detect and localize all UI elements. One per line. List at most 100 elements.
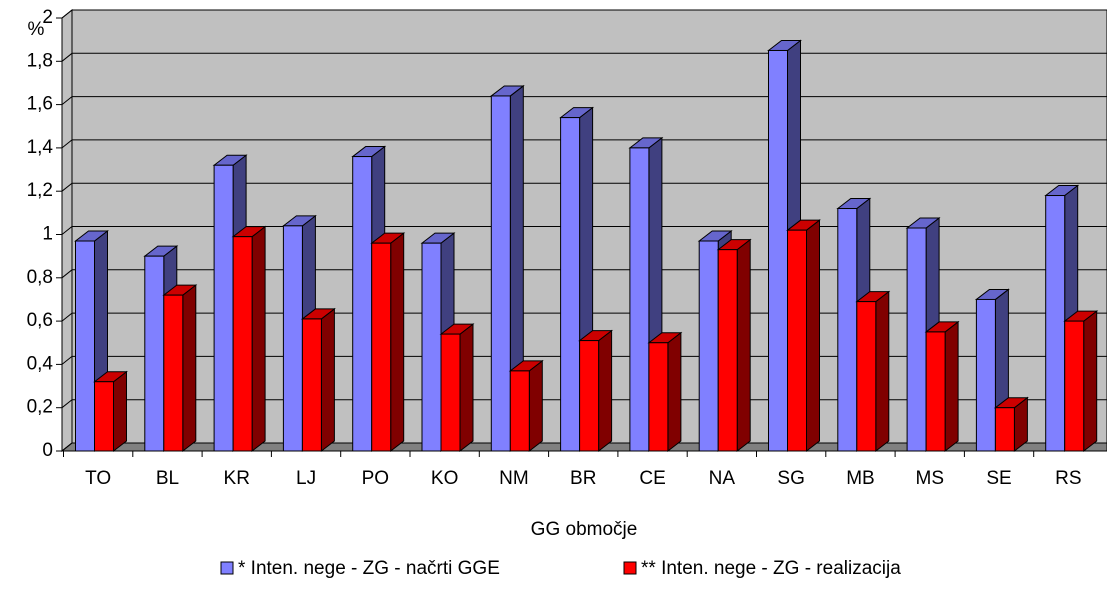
legend-swatch <box>623 561 637 575</box>
bar <box>162 284 198 453</box>
bar-front <box>560 117 581 452</box>
bar-front <box>629 147 650 452</box>
bar-side <box>944 320 959 453</box>
x-tick-label: BL <box>156 468 179 489</box>
bar <box>300 307 336 453</box>
grid-line <box>61 52 1107 62</box>
x-tick-label: NM <box>499 468 529 489</box>
bar-front <box>421 242 442 452</box>
bar <box>716 238 752 453</box>
bar-front <box>509 370 530 452</box>
bar-front <box>698 240 719 452</box>
bar-side <box>320 307 335 453</box>
grid-line <box>61 269 1107 279</box>
bar <box>578 329 614 453</box>
x-tick-label: BR <box>570 468 596 489</box>
bar-front <box>144 255 165 452</box>
bar-front <box>75 240 95 452</box>
y-tick-label: 1,8 <box>27 50 53 71</box>
bar <box>370 232 406 453</box>
grid-line <box>61 9 1107 19</box>
bar-front <box>925 331 946 452</box>
grid-line <box>61 399 1107 409</box>
y-tick-label: 1,6 <box>27 94 53 115</box>
y-tick-label: 1,4 <box>27 137 54 158</box>
bar-front <box>371 242 392 452</box>
y-tick-label: 0 <box>42 440 53 461</box>
bar-side <box>1083 310 1098 453</box>
bar-front <box>994 407 1015 452</box>
bar-front <box>975 298 996 452</box>
bar-front <box>301 318 322 452</box>
bar-front <box>490 95 511 452</box>
bar <box>786 219 821 453</box>
grid-line <box>61 96 1107 105</box>
x-axis-title: GG območje <box>531 519 638 540</box>
y-tick-label: 1 <box>42 224 53 245</box>
bar-front <box>94 381 114 452</box>
bar <box>489 84 525 453</box>
legend-swatch <box>220 561 234 575</box>
bar <box>628 136 664 453</box>
bar-side <box>182 284 197 453</box>
bar-front <box>440 333 461 452</box>
bar-front <box>163 294 184 452</box>
x-tick-label: RS <box>1055 468 1081 489</box>
bar-side <box>736 238 751 453</box>
bar <box>1063 310 1099 453</box>
x-tick-label: LJ <box>296 468 316 489</box>
bar <box>439 323 475 453</box>
y-tick-label: 2 <box>42 7 53 28</box>
bar-front <box>282 225 303 452</box>
bar-front <box>787 229 807 452</box>
bar-front <box>648 342 669 452</box>
x-tick-label: MS <box>916 468 945 489</box>
x-tick-label: SE <box>986 468 1011 489</box>
bar-front <box>1064 320 1085 452</box>
y-tick-label: 1,2 <box>27 180 53 201</box>
bar-side <box>528 359 543 453</box>
bar-front <box>856 301 877 452</box>
x-tick-label: PO <box>362 468 389 489</box>
bar-side <box>390 232 405 453</box>
x-tick-label: KO <box>431 468 458 489</box>
bar <box>924 320 960 453</box>
y-tick-label: 0,6 <box>27 310 53 331</box>
x-tick-label: CE <box>639 468 665 489</box>
x-tick-label: TO <box>85 468 111 489</box>
x-tick-label: KR <box>224 468 250 489</box>
bar <box>74 229 109 453</box>
bar-side <box>875 290 890 453</box>
bar-side <box>667 331 682 453</box>
bar-front <box>906 227 927 452</box>
x-tick-label: MB <box>846 468 875 489</box>
bar-side <box>459 323 474 453</box>
grid-line <box>61 442 1107 452</box>
bar-front <box>837 208 858 452</box>
bar-front <box>717 249 738 452</box>
bar-front <box>232 236 253 452</box>
bar-side <box>113 370 127 453</box>
bar-front <box>579 340 600 452</box>
bar <box>855 290 891 453</box>
bar <box>93 370 128 453</box>
grid-line <box>61 139 1107 149</box>
bar-front <box>352 156 373 452</box>
x-tick-label: NA <box>709 468 736 489</box>
bar-side <box>806 219 820 453</box>
grid-line <box>61 355 1107 365</box>
bar-front <box>1045 195 1066 452</box>
bar-side <box>598 329 613 453</box>
grid-line <box>61 182 1107 192</box>
bar <box>993 396 1029 453</box>
bar <box>647 331 683 453</box>
y-tick-label: 0,2 <box>27 397 53 418</box>
bar <box>231 225 267 453</box>
y-tick-label: 0,8 <box>27 267 53 288</box>
bar-front <box>213 164 234 452</box>
legend-label: ** Inten. nege - ZG - realizacija <box>641 558 901 579</box>
bar-front <box>768 49 788 452</box>
grid-line <box>61 226 1107 235</box>
bar <box>508 359 544 453</box>
